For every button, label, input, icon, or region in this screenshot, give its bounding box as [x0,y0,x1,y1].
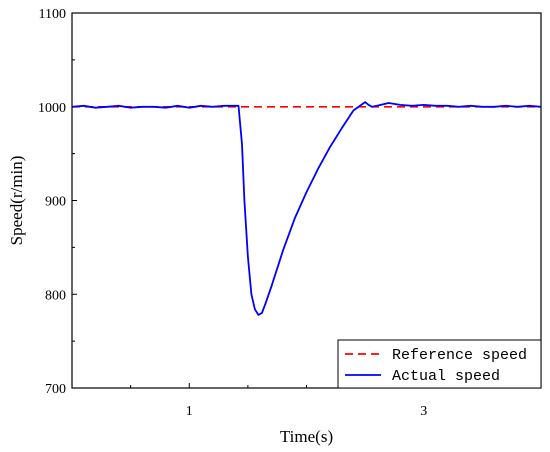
legend: Reference speed Actual speed [337,339,542,389]
legend-label: Reference speed [392,347,527,364]
x-tick-label: 1 [186,404,193,419]
x-axis-title: Time(s) [280,427,333,446]
y-tick-label: 900 [45,195,66,210]
plot-frame [71,12,542,389]
x-tick-label: 3 [420,404,427,419]
y-axis-title: Speed(r/min) [7,156,26,246]
legend-label: Actual speed [392,368,500,385]
y-tick-label: 1000 [38,101,66,116]
legend-box [337,339,542,389]
series-layer [71,101,542,316]
y-tick-label: 1100 [39,7,66,22]
series-line-actual [71,101,542,316]
y-axis-ticks: 700 800 900 1000 1100 [38,7,77,397]
y-tick-label: 800 [45,288,66,303]
y-tick-label: 700 [45,382,66,397]
